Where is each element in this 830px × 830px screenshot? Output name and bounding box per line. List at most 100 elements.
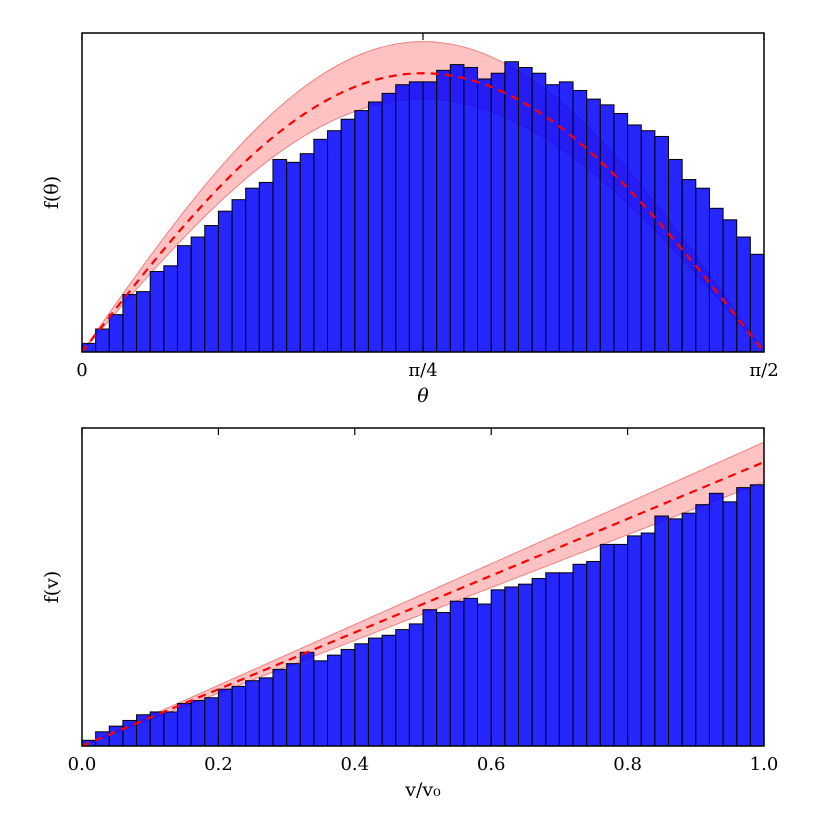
x-tick-label: 0.4: [340, 754, 369, 775]
histogram-bar: [436, 69, 451, 353]
histogram-bar: [258, 181, 274, 353]
histogram-bar: [408, 81, 424, 353]
histogram-bars: [81, 61, 765, 353]
histogram-bar: [367, 101, 383, 353]
histogram-bar: [245, 187, 260, 353]
histogram-bar: [749, 253, 765, 353]
histogram-bar: [504, 586, 519, 747]
histogram-bar: [422, 609, 438, 747]
histogram-bar: [504, 61, 519, 353]
histogram-bar: [627, 535, 642, 747]
histogram-bar: [490, 589, 506, 747]
histogram-bar: [190, 700, 206, 747]
fit-line: [81, 461, 765, 748]
histogram-bar: [299, 153, 315, 353]
x-tick-label: 0.2: [204, 754, 233, 775]
histogram-bar: [517, 66, 533, 353]
histogram-bar: [395, 84, 410, 353]
histogram-bar: [558, 572, 574, 747]
histogram-bar: [395, 629, 410, 747]
histogram-bar: [354, 110, 369, 353]
histogram-bar: [586, 560, 601, 747]
histogram-bar: [627, 124, 642, 353]
x-axis-label: θ: [417, 385, 429, 407]
histogram-bar: [477, 603, 492, 747]
fit-curve: [81, 72, 765, 353]
x-tick-label: π/4: [408, 360, 437, 381]
histogram-bar: [163, 711, 178, 747]
histogram-bar: [217, 210, 233, 353]
histogram-bar: [599, 543, 615, 747]
histogram-bar: [136, 291, 151, 353]
histogram-bar: [436, 612, 451, 747]
angle-histogram-panel: 0 π/4 π/2 θ f(θ): [41, 32, 779, 407]
histogram-bar: [231, 685, 247, 747]
fit-line-path: [81, 72, 765, 353]
x-tick-label: 0.6: [477, 754, 506, 775]
histogram-bar: [327, 654, 342, 747]
histogram-bar: [517, 583, 533, 747]
histogram-bar: [381, 92, 397, 353]
histogram-bar: [95, 328, 110, 353]
histogram-bar: [122, 294, 138, 353]
histogram-bars: [81, 484, 765, 747]
histogram-bar: [572, 89, 588, 353]
histogram-bar: [545, 84, 560, 353]
histogram-bar: [367, 637, 383, 747]
histogram-bar: [736, 487, 751, 747]
histogram-bar: [477, 78, 492, 353]
histogram-bar: [722, 501, 738, 747]
histogram-bar: [422, 81, 438, 353]
histogram-bar: [490, 72, 506, 353]
histogram-bar: [272, 158, 288, 353]
histogram-bar: [613, 543, 629, 747]
histogram-bar: [286, 161, 301, 353]
histogram-bar: [449, 600, 465, 747]
histogram-bar: [681, 512, 697, 747]
histogram-bar: [313, 138, 329, 353]
y-axis-label: f(θ): [41, 176, 63, 209]
histogram-bar: [286, 663, 301, 747]
histogram-bar: [736, 236, 751, 353]
speed-histogram-panel: 0.0 0.2 0.4 0.6 0.8 1.0 v/v₀ f(v): [41, 427, 779, 801]
histogram-bar: [231, 199, 247, 353]
histogram-bar: [108, 314, 124, 353]
histogram-bar: [722, 219, 738, 353]
histogram-bar: [463, 66, 479, 353]
x-tick-label: 1.0: [750, 754, 779, 775]
histogram-bar: [176, 245, 192, 353]
histogram-bar: [204, 697, 219, 747]
histogram-bar: [327, 130, 342, 353]
histogram-bar: [531, 72, 547, 353]
plot-frame: [81, 427, 765, 747]
x-tick-label: π/2: [749, 360, 778, 381]
histogram-bar: [708, 492, 724, 747]
fit-line-path: [81, 461, 765, 748]
histogram-bar: [272, 668, 288, 747]
x-axis-ticks: 0 π/4 π/2: [76, 33, 779, 381]
histogram-bar: [681, 179, 697, 353]
histogram-bar: [599, 104, 615, 353]
histogram-bar: [668, 518, 683, 747]
histogram-bar: [149, 271, 165, 353]
x-tick-label: 0.0: [68, 754, 97, 775]
histogram-bar: [695, 504, 710, 747]
histogram-bar: [299, 651, 315, 747]
histogram-bar: [558, 81, 574, 353]
histogram-bar: [190, 236, 206, 353]
x-axis-label: v/v₀: [404, 779, 441, 801]
histogram-bar: [708, 207, 724, 353]
histogram-bar: [640, 130, 656, 353]
histogram-bar: [586, 98, 601, 353]
histogram-bar: [163, 265, 178, 353]
histogram-bar: [217, 688, 233, 747]
histogram-bar: [408, 623, 424, 747]
histogram-bar: [531, 577, 547, 747]
histogram-bar: [313, 660, 329, 747]
x-tick-label: 0: [76, 360, 87, 381]
histogram-bar: [258, 677, 274, 747]
histogram-bar: [749, 484, 765, 747]
histogram-bar: [449, 64, 465, 353]
histogram-bar: [340, 118, 356, 353]
